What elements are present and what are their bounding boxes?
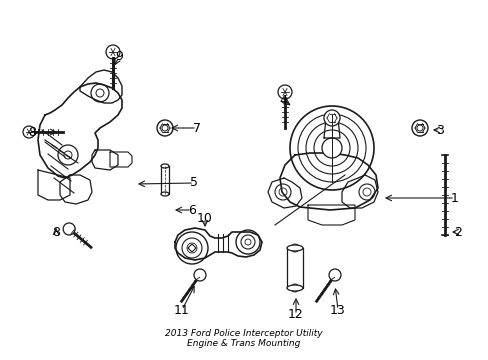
Circle shape	[411, 120, 427, 136]
Text: 2: 2	[453, 225, 461, 238]
Circle shape	[194, 269, 205, 281]
Polygon shape	[324, 118, 339, 138]
Text: 5: 5	[190, 176, 198, 189]
Text: 3: 3	[435, 123, 443, 136]
Text: 12: 12	[287, 309, 303, 321]
Circle shape	[328, 269, 340, 281]
Text: 9: 9	[115, 50, 122, 63]
Circle shape	[106, 45, 120, 59]
Circle shape	[23, 126, 35, 138]
Text: 1: 1	[450, 192, 458, 204]
Ellipse shape	[161, 192, 169, 196]
Circle shape	[324, 110, 339, 126]
Ellipse shape	[161, 164, 169, 168]
Polygon shape	[187, 244, 196, 252]
Text: 13: 13	[329, 303, 345, 316]
Text: 7: 7	[193, 122, 201, 135]
Text: 8: 8	[52, 226, 60, 239]
Text: 10: 10	[197, 211, 212, 225]
Text: 6: 6	[188, 203, 196, 216]
Text: 11: 11	[174, 303, 189, 316]
Polygon shape	[161, 166, 169, 194]
Ellipse shape	[286, 285, 303, 291]
Circle shape	[321, 138, 341, 158]
Text: 2013 Ford Police Interceptor Utility
Engine & Trans Mounting: 2013 Ford Police Interceptor Utility Eng…	[165, 329, 322, 348]
Text: 4: 4	[279, 94, 286, 107]
Circle shape	[278, 85, 291, 99]
Text: 8: 8	[28, 126, 36, 139]
Polygon shape	[286, 248, 303, 288]
Circle shape	[157, 120, 173, 136]
Circle shape	[63, 223, 75, 235]
Ellipse shape	[286, 245, 303, 251]
